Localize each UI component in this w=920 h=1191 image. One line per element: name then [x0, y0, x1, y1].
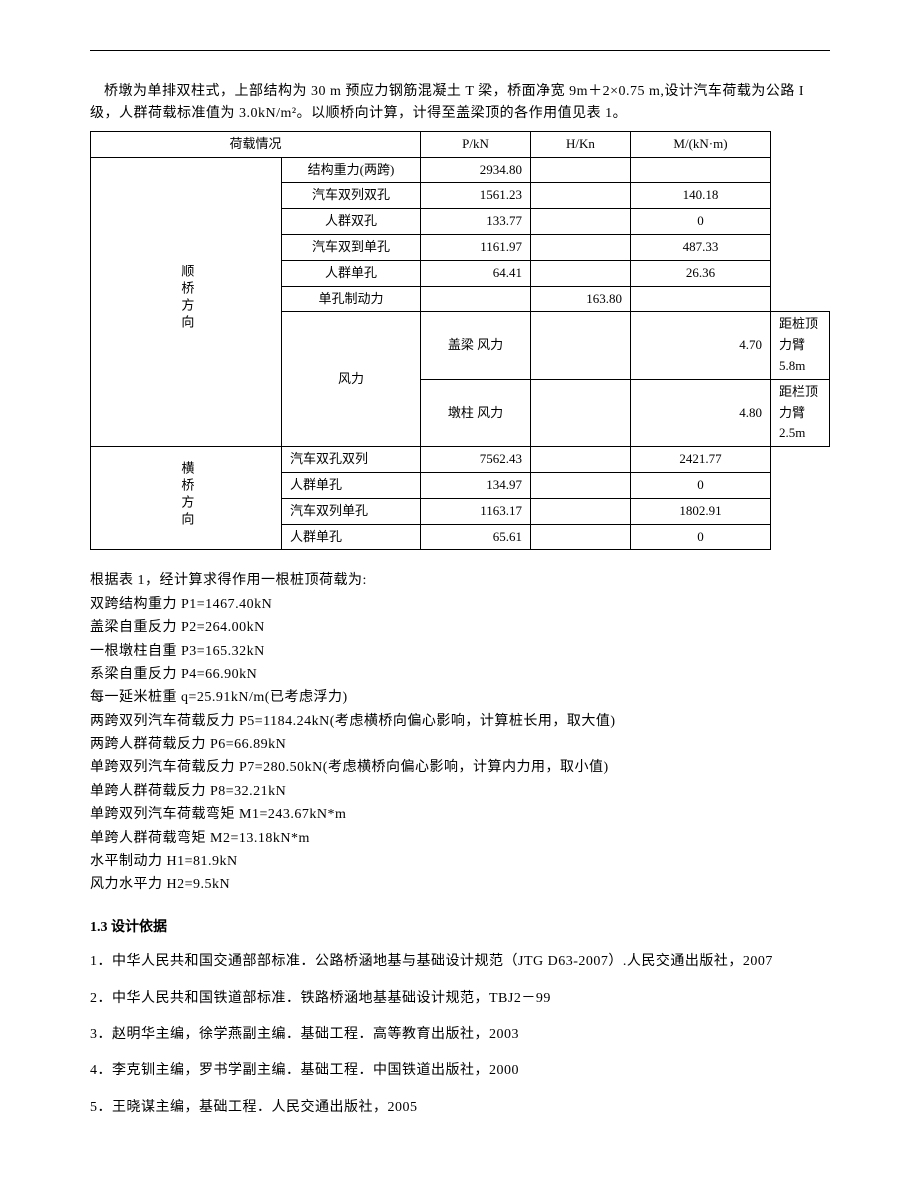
cell-p [421, 286, 531, 312]
reference-item: 5．王晓谋主编，基础工程．人民交通出版社，2005 [90, 1097, 830, 1119]
cell-m: 2421.77 [631, 447, 771, 473]
load-table: 荷载情况 P/kN H/Kn M/(kN·m) 顺桥方向 结构重力(两跨) 29… [90, 131, 830, 551]
cell-m [631, 157, 771, 183]
calc-line: 水平制动力 H1=81.9kN [90, 851, 830, 873]
cell-h [531, 260, 631, 286]
cell-m: 距栏顶力臂 2.5m [771, 379, 830, 446]
cell-m [631, 286, 771, 312]
cell-p [531, 312, 631, 379]
calc-line: 每一延米桩重 q=25.91kN/m(已考虑浮力) [90, 687, 830, 709]
reference-item: 2．中华人民共和国铁道部标准．铁路桥涵地基基础设计规范，TBJ2－99 [90, 988, 830, 1010]
intro-paragraph: 桥墩为单排双柱式，上部结构为 30 m 预应力钢筋混凝土 T 梁，桥面净宽 9m… [90, 81, 830, 126]
direction-longitudinal: 顺桥方向 [91, 157, 282, 447]
cell-name: 汽车双列单孔 [282, 498, 421, 524]
table-row: 横桥方向 汽车双孔双列 7562.43 2421.77 [91, 447, 830, 473]
cell-p: 65.61 [421, 524, 531, 550]
cell-p: 133.77 [421, 209, 531, 235]
reference-item: 1．中华人民共和国交通部部标准．公路桥涵地基与基础设计规范（JTG D63-20… [90, 951, 830, 973]
cell-name: 单孔制动力 [282, 286, 421, 312]
header-m: M/(kN·m) [631, 131, 771, 157]
cell-p: 1163.17 [421, 498, 531, 524]
wind-label: 风力 [282, 312, 421, 447]
cell-p: 7562.43 [421, 447, 531, 473]
cell-p: 1161.97 [421, 234, 531, 260]
calc-line: 一根墩柱自重 P3=165.32kN [90, 641, 830, 663]
cell-name: 人群单孔 [282, 524, 421, 550]
cell-p: 2934.80 [421, 157, 531, 183]
calc-line: 双跨结构重力 P1=1467.40kN [90, 594, 830, 616]
header-load: 荷载情况 [91, 131, 421, 157]
cell-name: 盖梁 风力 [421, 312, 531, 379]
cell-name: 结构重力(两跨) [282, 157, 421, 183]
cell-m: 26.36 [631, 260, 771, 286]
direction-transverse: 横桥方向 [91, 447, 282, 550]
table-header-row: 荷载情况 P/kN H/Kn M/(kN·m) [91, 131, 830, 157]
references-section: 1．中华人民共和国交通部部标准．公路桥涵地基与基础设计规范（JTG D63-20… [90, 951, 830, 1119]
calc-line: 盖梁自重反力 P2=264.00kN [90, 617, 830, 639]
cell-m: 0 [631, 209, 771, 235]
cell-p: 134.97 [421, 472, 531, 498]
cell-name: 汽车双到单孔 [282, 234, 421, 260]
cell-name: 汽车双列双孔 [282, 183, 421, 209]
table-row: 顺桥方向 结构重力(两跨) 2934.80 [91, 157, 830, 183]
cell-m: 0 [631, 524, 771, 550]
cell-h: 4.80 [631, 379, 771, 446]
cell-m: 距桩顶力臂 5.8m [771, 312, 830, 379]
calc-line: 单跨人群荷载弯矩 M2=13.18kN*m [90, 828, 830, 850]
cell-h [531, 157, 631, 183]
cell-name: 人群双孔 [282, 209, 421, 235]
cell-m: 1802.91 [631, 498, 771, 524]
cell-h: 163.80 [531, 286, 631, 312]
cell-h [531, 183, 631, 209]
cell-name: 人群单孔 [282, 472, 421, 498]
cell-name: 汽车双孔双列 [282, 447, 421, 473]
calc-line: 风力水平力 H2=9.5kN [90, 874, 830, 896]
cell-name: 人群单孔 [282, 260, 421, 286]
calc-line: 两跨人群荷载反力 P6=66.89kN [90, 734, 830, 756]
section-title: 1.3 设计依据 [90, 917, 830, 939]
header-p: P/kN [421, 131, 531, 157]
cell-p: 64.41 [421, 260, 531, 286]
calculation-section: 根据表 1，经计算求得作用一根桩顶荷载为: 双跨结构重力 P1=1467.40k… [90, 570, 830, 896]
calc-line: 单跨双列汽车荷载反力 P7=280.50kN(考虑横桥向偏心影响，计算内力用，取… [90, 757, 830, 779]
cell-name: 墩柱 风力 [421, 379, 531, 446]
cell-p [531, 379, 631, 446]
cell-h [531, 447, 631, 473]
calc-line: 系梁自重反力 P4=66.90kN [90, 664, 830, 686]
cell-h [531, 234, 631, 260]
header-rule [90, 50, 830, 51]
reference-item: 3．赵明华主编，徐学燕副主编．基础工程．高等教育出版社，2003 [90, 1024, 830, 1046]
cell-h: 4.70 [631, 312, 771, 379]
reference-item: 4．李克钏主编，罗书学副主编．基础工程．中国铁道出版社，2000 [90, 1060, 830, 1082]
cell-h [531, 472, 631, 498]
header-h: H/Kn [531, 131, 631, 157]
calc-line: 单跨双列汽车荷载弯矩 M1=243.67kN*m [90, 804, 830, 826]
cell-h [531, 498, 631, 524]
calc-intro: 根据表 1，经计算求得作用一根桩顶荷载为: [90, 570, 830, 592]
cell-p: 1561.23 [421, 183, 531, 209]
cell-h [531, 209, 631, 235]
cell-m: 487.33 [631, 234, 771, 260]
cell-m: 140.18 [631, 183, 771, 209]
calc-line: 两跨双列汽车荷载反力 P5=1184.24kN(考虑横桥向偏心影响，计算桩长用，… [90, 711, 830, 733]
calc-line: 单跨人群荷载反力 P8=32.21kN [90, 781, 830, 803]
cell-m: 0 [631, 472, 771, 498]
cell-h [531, 524, 631, 550]
